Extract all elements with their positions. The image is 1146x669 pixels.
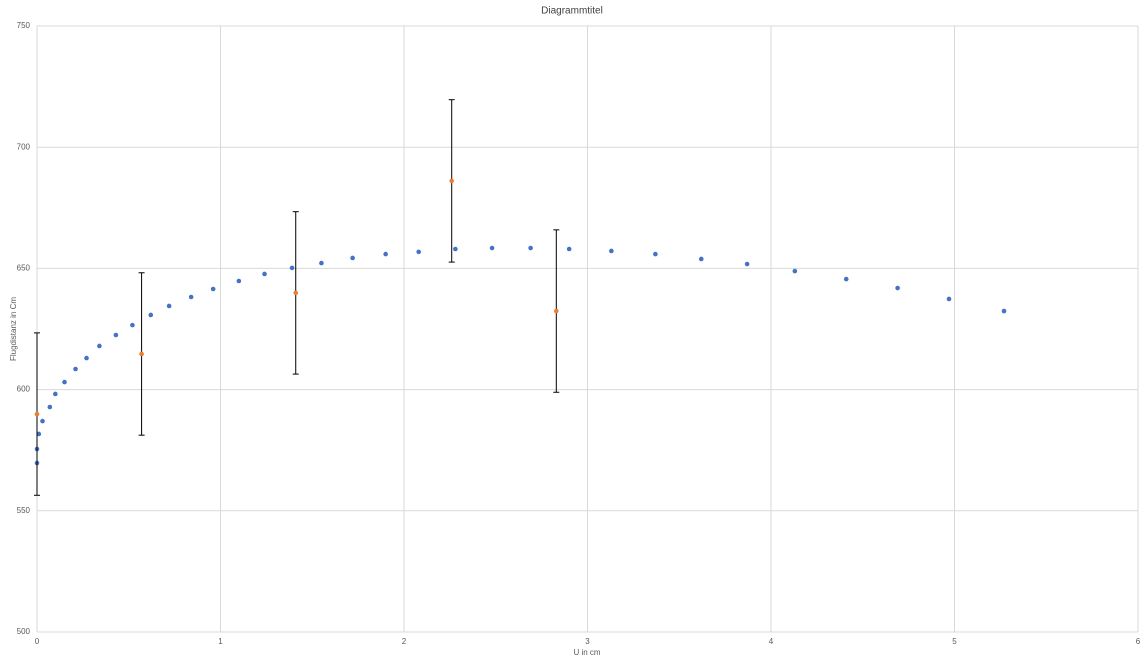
x-tick-label: 6 <box>1136 637 1141 646</box>
point <box>416 249 421 255</box>
point <box>289 265 295 271</box>
y-axis-label: Flugdistanz in Cm <box>9 297 18 361</box>
x-tick-label: 2 <box>402 637 407 646</box>
y-tick-label: 700 <box>17 142 31 151</box>
point <box>53 391 58 397</box>
point <box>653 251 658 257</box>
point <box>148 312 154 318</box>
x-tick-label: 4 <box>769 637 774 646</box>
point <box>383 251 388 257</box>
point <box>113 332 119 338</box>
point <box>130 322 135 328</box>
point <box>293 290 299 296</box>
y-tick-label: 600 <box>17 385 31 394</box>
point <box>566 246 572 252</box>
point <box>1001 308 1007 314</box>
point <box>350 255 355 261</box>
x-tick-label: 1 <box>218 637 223 646</box>
point <box>744 261 750 267</box>
point <box>36 431 42 437</box>
point <box>73 366 78 372</box>
point <box>319 260 324 266</box>
point <box>188 294 194 300</box>
point <box>792 268 798 274</box>
y-tick-label: 500 <box>17 627 31 636</box>
point <box>210 286 216 292</box>
point <box>47 404 53 410</box>
x-tick-label: 3 <box>585 637 590 646</box>
point <box>166 303 172 309</box>
y-tick-label: 650 <box>17 264 31 273</box>
point <box>262 271 267 277</box>
point <box>40 418 45 424</box>
point <box>895 285 900 291</box>
point <box>528 245 533 251</box>
y-tick-label: 550 <box>17 506 31 515</box>
point <box>97 343 102 349</box>
point <box>62 379 67 385</box>
x-axis-label: U in cm <box>573 648 600 657</box>
point <box>554 308 559 314</box>
point <box>449 178 455 184</box>
chart-title: Diagrammtitel <box>541 6 603 17</box>
point <box>946 296 952 302</box>
point <box>34 411 40 417</box>
point <box>843 276 849 282</box>
point <box>236 278 242 284</box>
point <box>698 256 704 262</box>
point <box>609 248 614 254</box>
y-tick-label: 750 <box>17 21 31 30</box>
point <box>453 246 458 252</box>
point <box>84 355 89 361</box>
point <box>139 351 144 357</box>
point <box>489 245 495 251</box>
x-tick-label: 5 <box>952 637 957 646</box>
x-tick-label: 0 <box>35 637 40 646</box>
